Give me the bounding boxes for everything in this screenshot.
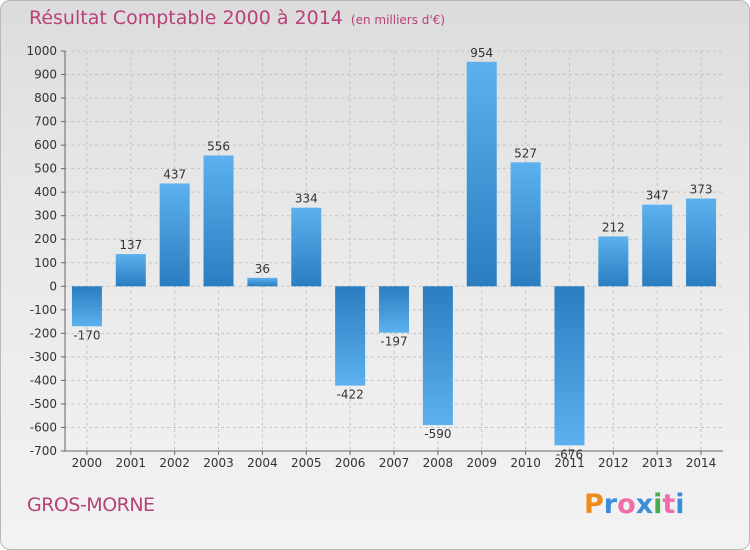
bar (642, 204, 673, 287)
x-tick-label: 2004 (247, 456, 278, 470)
data-label: 36 (255, 262, 270, 276)
bar (291, 207, 322, 287)
x-tick-label: 2009 (466, 456, 497, 470)
bar (247, 277, 278, 287)
data-label: 527 (514, 146, 537, 160)
x-tick-label: 2010 (510, 456, 541, 470)
y-tick-label: 200 (34, 232, 57, 246)
axes (61, 50, 723, 455)
chart-subtitle: (en milliers d'€) (350, 13, 446, 27)
place-name: GROS-MORNE (27, 494, 155, 516)
y-tick-label: 0 (49, 279, 57, 293)
bar (159, 183, 190, 287)
x-tick-label: 2005 (291, 456, 322, 470)
y-tick-label: 100 (34, 256, 57, 270)
y-tick-label: -600 (30, 420, 57, 434)
y-tick-label: -400 (30, 373, 57, 387)
data-label: -422 (337, 388, 364, 402)
x-tick-label: 2007 (379, 456, 410, 470)
x-tick-label: 2001 (116, 456, 147, 470)
bar (379, 286, 409, 333)
x-tick-label: 2011 (554, 456, 585, 470)
brand-letter: i (653, 489, 663, 520)
brand-letter: P (584, 489, 604, 520)
data-label: 437 (163, 167, 186, 181)
y-tick-label: 900 (34, 68, 57, 82)
bar (422, 286, 453, 426)
bars (71, 61, 717, 446)
data-label: 137 (119, 238, 142, 252)
x-tick-label: 2012 (598, 456, 629, 470)
bar (686, 198, 717, 287)
bar (71, 286, 102, 327)
data-label: -676 (556, 447, 583, 461)
bar (466, 61, 497, 287)
data-label: -197 (380, 335, 407, 349)
y-tick-label: -500 (30, 397, 57, 411)
bar (510, 162, 541, 287)
y-tick-label: 700 (34, 115, 57, 129)
x-tick-label: 2003 (203, 456, 234, 470)
y-tick-label: 1000 (26, 44, 57, 58)
data-label: -170 (73, 328, 100, 342)
x-tick-label: 2013 (642, 456, 673, 470)
brand-logo: Proxiti (584, 489, 685, 520)
data-label: -590 (424, 427, 451, 441)
bar (203, 155, 234, 287)
bar (598, 236, 629, 287)
y-tick-label: 800 (34, 91, 57, 105)
bar (554, 286, 585, 446)
bar (115, 254, 146, 287)
x-tick-label: 2002 (159, 456, 190, 470)
brand-letter: i (675, 489, 685, 520)
data-label: 212 (602, 220, 625, 234)
data-label: 334 (295, 192, 318, 206)
y-tick-label: -100 (30, 303, 57, 317)
brand-letter: x (635, 489, 654, 520)
data-label: 347 (646, 189, 669, 203)
y-tick-label: 600 (34, 138, 57, 152)
data-label: 373 (690, 183, 713, 197)
bar (335, 286, 366, 386)
y-tick-label: -300 (30, 350, 57, 364)
brand-letter: r (603, 489, 618, 520)
x-tick-label: 2006 (335, 456, 366, 470)
brand-letter: t (662, 489, 676, 520)
x-tick-label: 2014 (686, 456, 717, 470)
brand-letter: o (617, 489, 636, 520)
y-tick-label: 300 (34, 209, 57, 223)
y-tick-label: -200 (30, 326, 57, 340)
y-tick-label: 400 (34, 185, 57, 199)
y-tick-label: -700 (30, 444, 57, 458)
y-tick-label: 500 (34, 162, 57, 176)
x-tick-label: 2008 (423, 456, 454, 470)
data-label: 556 (207, 139, 230, 153)
labels: 10009008007006005004003002001000-100-200… (26, 44, 716, 470)
chart-title-text: Résultat Comptable 2000 à 2014 (29, 7, 343, 29)
x-tick-label: 2000 (72, 456, 103, 470)
chart-title: Résultat Comptable 2000 à 2014 (en millie… (29, 7, 445, 29)
data-label: 954 (470, 46, 493, 60)
